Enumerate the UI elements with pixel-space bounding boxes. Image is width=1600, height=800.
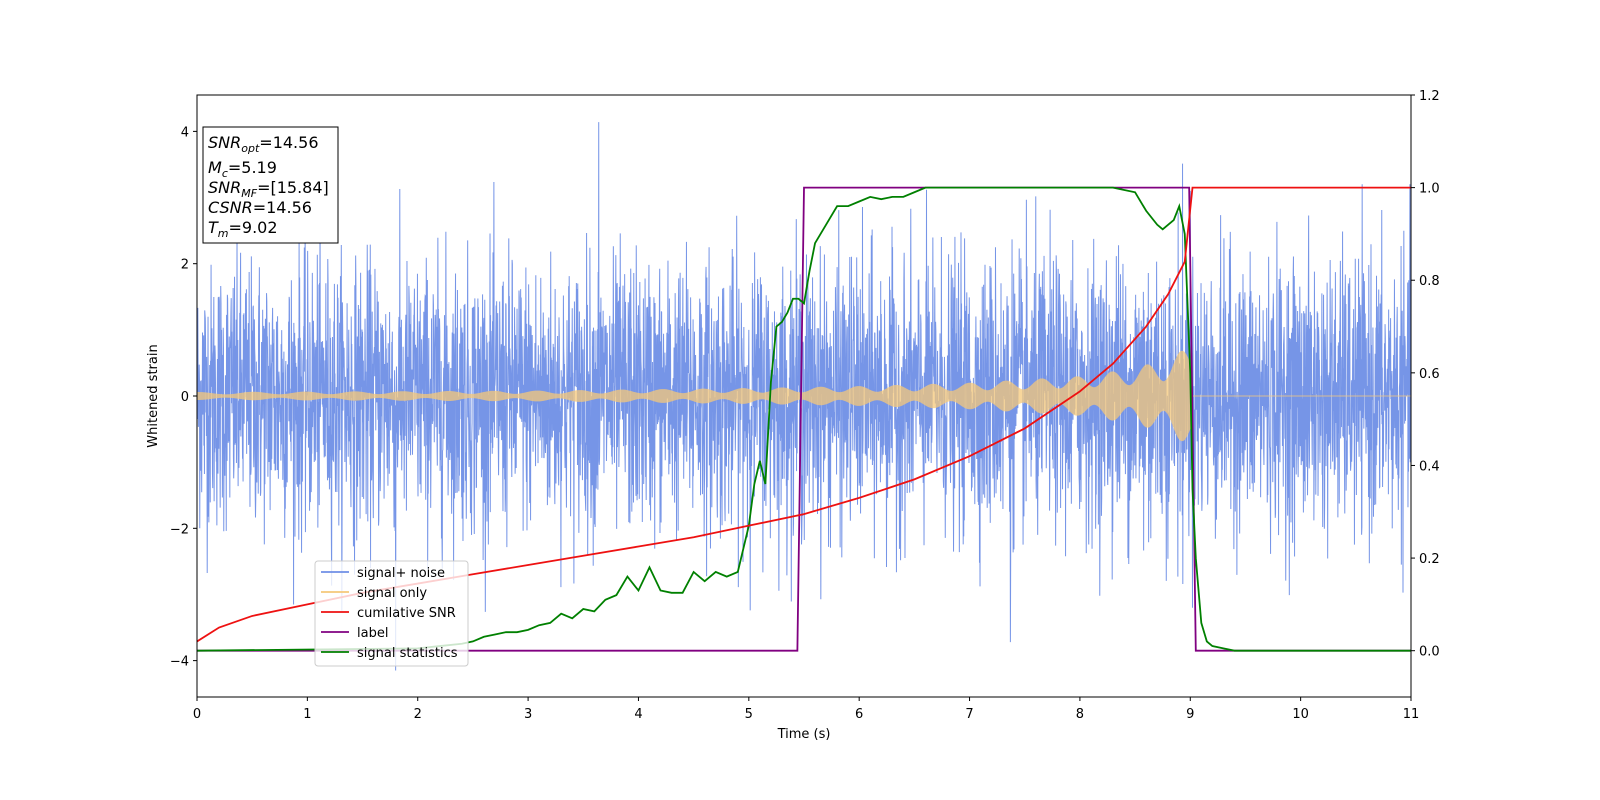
info-tm: Tm=9.02 bbox=[208, 218, 278, 240]
x-tick-label-8: 8 bbox=[1076, 707, 1084, 722]
y2-tick-label-1: 1.0 bbox=[1419, 182, 1440, 197]
info-mc: Mc=5.19 bbox=[208, 158, 277, 180]
y-axis-left: 4 2 0 −2 −4 bbox=[170, 125, 197, 670]
y-tick-label-3: −2 bbox=[170, 522, 189, 537]
legend-label-signal-only: signal only bbox=[357, 586, 427, 601]
x-tick-label-10: 10 bbox=[1292, 707, 1309, 722]
info-snr-opt: SNRopt=14.56 bbox=[208, 133, 319, 155]
x-tick-label-0: 0 bbox=[193, 707, 201, 722]
y-tick-label-2: 0 bbox=[181, 390, 189, 405]
y2-tick-label-5: 0.2 bbox=[1419, 552, 1440, 567]
x-tick-label-1: 1 bbox=[303, 707, 311, 722]
y2-tick-label-3: 0.6 bbox=[1419, 367, 1440, 382]
x-tick-label-9: 9 bbox=[1186, 707, 1194, 722]
x-axis-title: Time (s) bbox=[777, 727, 831, 742]
legend-label-label: label bbox=[357, 626, 388, 641]
y2-tick-label-2: 0.8 bbox=[1419, 274, 1440, 289]
y2-tick-label-6: 0.0 bbox=[1419, 645, 1440, 660]
x-tick-label-3: 3 bbox=[524, 707, 532, 722]
y2-tick-label-0: 1.2 bbox=[1419, 89, 1440, 104]
x-tick-label-7: 7 bbox=[965, 707, 973, 722]
x-tick-label-11: 11 bbox=[1403, 707, 1420, 722]
info-csnr: CSNR=14.56 bbox=[208, 198, 312, 217]
series-signal-only bbox=[197, 350, 1411, 442]
series-signal-statistics bbox=[197, 186, 1411, 652]
info-box: SNRopt=14.56 Mc=5.19 SNRMF=[15.84] CSNR=… bbox=[202, 126, 339, 244]
legend-label-signal-noise: signal+ noise bbox=[357, 566, 445, 581]
x-tick-label-6: 6 bbox=[855, 707, 863, 722]
x-tick-label-2: 2 bbox=[414, 707, 422, 722]
y-tick-label-0: 4 bbox=[181, 125, 189, 140]
legend: signal+ noise signal only cumilative SNR… bbox=[314, 560, 469, 667]
x-axis: 0 1 2 3 4 5 6 7 8 9 10 11 bbox=[193, 697, 1419, 722]
x-tick-label-5: 5 bbox=[745, 707, 753, 722]
y-axis-title: Whitened strain bbox=[146, 344, 161, 447]
info-snr-mf: SNRMF=[15.84] bbox=[208, 178, 329, 200]
x-tick-label-4: 4 bbox=[634, 707, 642, 722]
legend-label-signal-statistics: signal statistics bbox=[357, 646, 458, 661]
y-axis-right: 1.2 1.0 0.8 0.6 0.4 0.2 0.0 bbox=[1411, 89, 1440, 660]
y2-tick-label-4: 0.4 bbox=[1419, 459, 1440, 474]
y-tick-label-4: −4 bbox=[170, 655, 189, 670]
y-tick-label-1: 2 bbox=[181, 258, 189, 273]
legend-label-cumulative-snr: cumilative SNR bbox=[357, 606, 456, 621]
